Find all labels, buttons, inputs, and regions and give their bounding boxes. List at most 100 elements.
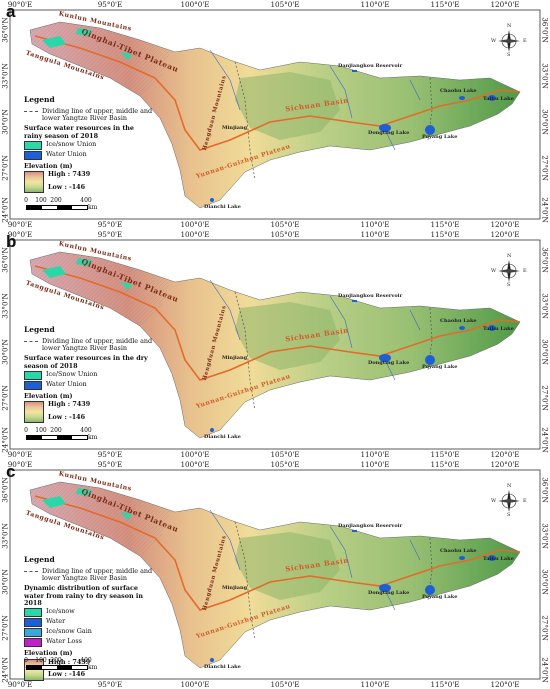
lat-tick-right: 36°0'N: [540, 477, 550, 503]
dividing-line: [234, 61, 256, 181]
yangtze-river: [34, 495, 521, 611]
taihu-label: Taihu Lake: [483, 96, 514, 102]
sichuan-basin-shade: [235, 302, 340, 370]
minjiang-label: Minjiang: [222, 585, 248, 591]
scale-bar: 0 100 200 400 km: [24, 427, 116, 441]
lat-tick-right: 33°0'N: [540, 523, 550, 549]
minjiang-label: Minjiang: [222, 355, 248, 361]
elevation-high: High : 7439: [48, 657, 91, 666]
legend-elevation-title: Elevation (m): [24, 162, 73, 171]
legend-title: Legend: [24, 95, 55, 104]
lon-tick-bottom: 115°0'E: [430, 220, 460, 229]
elevation-low: Low : -146: [48, 183, 86, 192]
scale-unit: km: [88, 664, 98, 671]
legend-item-label: Water Loss: [46, 637, 82, 646]
scale-bar: 0 100 200 400 km: [24, 197, 116, 211]
legend-subtitle: Dynamic distribution of surface water fr…: [24, 584, 143, 608]
dongting-lake-mark: [379, 354, 391, 362]
elevation-low: Low : -146: [48, 670, 86, 679]
ice-snow-patch: [42, 258, 92, 278]
taihu-label: Taihu Lake: [483, 556, 514, 562]
lon-tick-top: 115°0'E: [430, 0, 460, 9]
poyang-lake-mark: [425, 585, 435, 595]
lon-tick-bottom: 100°0'E: [180, 220, 210, 229]
taihu-lake-mark: [488, 95, 496, 101]
legend-dividing-label: Dividing line of upper, middle and lower…: [42, 336, 153, 352]
poyang-label: Poyang Lake: [422, 134, 458, 140]
lon-tick-top: 120°0'E: [490, 230, 520, 239]
legend-swatch: [24, 608, 42, 618]
compass-s: S: [507, 512, 511, 518]
danjiangkou-label: Danjiangkou Reservoir: [338, 523, 403, 529]
lon-tick-bottom: 120°0'E: [490, 680, 520, 689]
lon-tick-bottom: 105°0'E: [270, 680, 300, 689]
danjiangkou-label: Danjiangkou Reservoir: [338, 63, 403, 69]
compass-s: S: [507, 52, 511, 58]
dianchi-label: Dianchi Lake: [204, 204, 241, 210]
legend-item-label: Water Union: [46, 150, 87, 159]
dongting-label: Dongting Lake: [368, 360, 410, 366]
legend-item: Water Loss: [24, 637, 154, 648]
basin-map: [9, 239, 541, 450]
ice-snow-patch: [42, 28, 92, 48]
lat-tick-right: 30°0'N: [540, 339, 550, 365]
lon-tick-bottom: 110°0'E: [360, 220, 390, 229]
legend-elevation-ramp: High : 7439 Low : -146: [24, 401, 154, 424]
chaohu-label: Chaohu Lake: [440, 88, 477, 94]
legend: Legend Dividing line of upper, middle an…: [24, 555, 154, 681]
dashed-line-icon: [24, 570, 38, 572]
dashed-line-icon: [24, 340, 38, 342]
lon-tick-bottom: 105°0'E: [270, 450, 300, 459]
sichuan-basin-shade: [235, 72, 340, 140]
lon-tick-bottom: 100°0'E: [180, 680, 210, 689]
plateau-texture: [30, 482, 170, 556]
scale-100: 100: [35, 657, 47, 664]
dividing-line: [234, 521, 256, 641]
lat-tick-right: 24°0'N: [540, 197, 550, 223]
legend-item: Water Union: [24, 150, 154, 161]
lat-tick-right: 30°0'N: [540, 109, 550, 135]
minjiang-label: Minjiang: [222, 125, 248, 131]
legend-swatch: [24, 141, 42, 151]
dividing-line: [234, 291, 256, 411]
lat-tick-right: 33°0'N: [540, 63, 550, 89]
lon-tick-bottom: 110°0'E: [360, 680, 390, 689]
taihu-lake-mark: [488, 555, 496, 561]
lon-tick-bottom: 120°0'E: [490, 450, 520, 459]
taihu-lake-mark: [488, 325, 496, 331]
lon-tick-top: 110°0'E: [360, 0, 390, 9]
legend-item: Ice/snow Union: [24, 140, 154, 151]
lon-tick-top: 100°0'E: [180, 460, 210, 469]
danjiangkou-mark: [352, 530, 357, 532]
lat-tick-left: 33°0'N: [0, 293, 10, 319]
lat-tick-left: 24°0'N: [0, 657, 10, 683]
lon-tick-top: 105°0'E: [270, 230, 300, 239]
lon-tick-top: 120°0'E: [490, 0, 520, 9]
elevation-gradient-swatch: [24, 401, 44, 424]
legend-swatch: [24, 371, 42, 381]
compass-rose-icon: [498, 260, 520, 282]
legend-item-label: Ice/snow Union: [46, 140, 97, 149]
legend-items: Ice/snow Union Water Union: [24, 140, 154, 161]
legend-item-label: Water Union: [46, 380, 87, 389]
lat-tick-left: 36°0'N: [0, 477, 10, 503]
lon-tick-bottom: 90°0'E: [7, 220, 33, 229]
compass-w: W: [491, 268, 497, 274]
lat-tick-left: 24°0'N: [0, 197, 10, 223]
lat-tick-left: 30°0'N: [0, 569, 10, 595]
legend-title: Legend: [24, 325, 55, 334]
taihu-label: Taihu Lake: [483, 326, 514, 332]
basin-map: [9, 469, 541, 680]
elevation-high: High : 7439: [48, 170, 91, 179]
lon-tick-top: 95°0'E: [97, 230, 123, 239]
dianchi-lake-mark: [210, 428, 214, 432]
lon-tick-top: 105°0'E: [270, 0, 300, 9]
legend: Legend Dividing line of upper, middle an…: [24, 325, 154, 424]
lon-tick-bottom: 115°0'E: [430, 450, 460, 459]
legend-dividing-row: Dividing line of upper, middle and lower…: [24, 107, 154, 123]
panel-label: a: [6, 2, 16, 21]
lat-tick-right: 24°0'N: [540, 427, 550, 453]
scale-unit: km: [88, 434, 98, 441]
lat-tick-right: 33°0'N: [540, 293, 550, 319]
legend-item-label: Ice/Snow Union: [46, 370, 98, 379]
